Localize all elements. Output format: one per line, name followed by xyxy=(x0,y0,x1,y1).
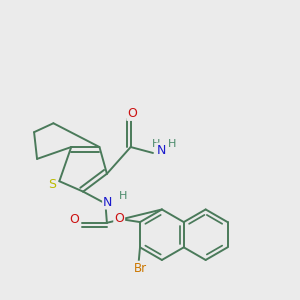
Text: H: H xyxy=(119,191,128,201)
Text: O: O xyxy=(114,212,124,225)
Text: O: O xyxy=(127,107,137,120)
Text: N: N xyxy=(103,196,112,208)
Text: Br: Br xyxy=(134,262,147,275)
Text: N: N xyxy=(157,143,166,157)
Text: H: H xyxy=(152,139,160,149)
Text: O: O xyxy=(69,213,79,226)
Text: S: S xyxy=(48,178,56,191)
Text: H: H xyxy=(168,139,176,149)
